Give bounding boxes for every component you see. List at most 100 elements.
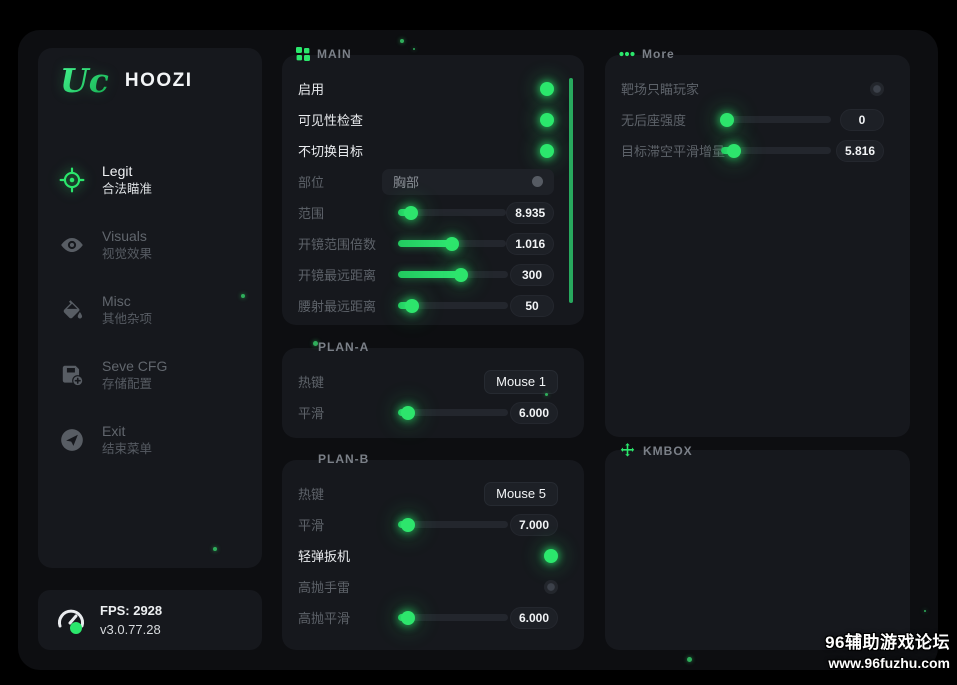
particle-dot — [400, 39, 404, 43]
send-icon — [59, 427, 85, 453]
row-label: 平滑 — [298, 406, 325, 421]
sidebar-item-savecfg[interactable]: Seve CFG 存储配置 — [38, 342, 262, 407]
row-label: 可见性检查 — [298, 113, 364, 128]
panel-plan-b-header: PLAN-B — [318, 452, 369, 466]
row-toggle: 高抛手雷 — [298, 571, 558, 602]
slider-value: 300 — [510, 263, 554, 286]
toggle-off[interactable] — [870, 81, 884, 96]
select-box[interactable]: 胸部 — [382, 168, 554, 195]
slider-handle[interactable] — [400, 610, 415, 625]
crosshair-icon — [59, 167, 85, 193]
move-arrows-icon — [620, 443, 635, 457]
panel-main: MAIN 启用 可见性检查 不切换目标 部位 胸部 范围 8.935 开镜范围倍数 1.016 开… — [282, 47, 584, 325]
panel-plan-b: PLAN-B 热键 Mouse 5 平滑 7.000 轻弹扳机 高抛手雷 高抛平滑 6.000 — [282, 452, 584, 650]
toggle-off[interactable] — [544, 579, 558, 594]
keybind-value[interactable]: Mouse 5 — [484, 481, 558, 506]
row-toggle: 轻弹扳机 — [298, 540, 558, 571]
slider-value: 6.000 — [509, 401, 558, 424]
row-toggle: 可见性检查 — [298, 104, 554, 135]
row-keybind: 热键 Mouse 1 — [298, 366, 558, 397]
panel-title: KMBOX — [643, 443, 693, 458]
gauge-icon — [55, 605, 87, 635]
toggle-on[interactable] — [544, 548, 558, 563]
slider-value: 50 — [510, 294, 554, 317]
scrollbar[interactable] — [569, 78, 573, 303]
row-label: 开镜最远距离 — [298, 268, 377, 283]
slider-track[interactable] — [398, 298, 508, 313]
panel-kmbox: KMBOX — [605, 443, 910, 650]
select-indicator-dot — [532, 176, 543, 187]
slider-handle[interactable] — [400, 517, 415, 532]
slider-track[interactable] — [398, 517, 508, 532]
keybind-value[interactable]: Mouse 1 — [484, 369, 558, 394]
select-value: 胸部 — [393, 175, 420, 190]
sidebar-item-sublabel: 视觉效果 — [102, 246, 153, 261]
slider-track[interactable] — [398, 405, 508, 420]
row-label: 热键 — [298, 375, 325, 390]
plan-b-rows: 热键 Mouse 5 平滑 7.000 轻弹扳机 高抛手雷 高抛平滑 6.000 — [282, 460, 584, 633]
slider-handle[interactable] — [453, 267, 468, 282]
row-toggle: 启用 — [298, 73, 554, 104]
more-rows: 靶场只瞄玩家无后座强度 0 目标滞空平滑增量 5.816 — [605, 55, 910, 166]
row-slider: 范围 8.935 — [298, 197, 554, 228]
app-title: HOOZI — [124, 69, 193, 91]
slider-track[interactable] — [398, 267, 508, 282]
row-label: 目标滞空平滑增量 — [621, 144, 726, 159]
slider-track[interactable] — [721, 143, 831, 158]
particle-dot — [313, 341, 318, 346]
slider-value: 7.000 — [509, 513, 558, 536]
version-value: v3.0.77.28 — [100, 622, 161, 637]
panel-kmbox-header: KMBOX — [619, 442, 693, 459]
toggle-on[interactable] — [540, 112, 554, 127]
slider-track[interactable] — [398, 610, 508, 625]
sidebar-item-exit[interactable]: Exit 结束菜单 — [38, 407, 262, 472]
sidebar-menu: Legit 合法瞄准 Visuals 视觉效果 Misc 其他杂项 Seve CFG 存储配置… — [38, 147, 262, 472]
row-slider: 平滑 7.000 — [298, 509, 558, 540]
slider-handle[interactable] — [719, 112, 734, 127]
eye-icon — [59, 232, 85, 258]
slider-track[interactable] — [719, 112, 831, 127]
sidebar-item-sublabel: 结束菜单 — [102, 441, 153, 456]
slider-handle[interactable] — [404, 205, 418, 220]
sidebar-item-sublabel: 其他杂项 — [102, 311, 153, 326]
sidebar-item-legit[interactable]: Legit 合法瞄准 — [38, 147, 262, 212]
sidebar-item-sublabel: 合法瞄准 — [102, 181, 153, 196]
slider-handle[interactable] — [445, 236, 460, 251]
slider-value: 8.935 — [506, 201, 554, 224]
toggle-on[interactable] — [540, 143, 554, 158]
row-toggle: 不切换目标 — [298, 135, 554, 166]
paint-bucket-icon — [59, 297, 85, 323]
panel-main-header: MAIN — [296, 47, 352, 61]
slider-value: 6.000 — [509, 606, 558, 629]
slider-handle[interactable] — [405, 298, 420, 313]
slider-fill — [398, 271, 461, 278]
brand-logo-icon: Uc — [60, 61, 109, 100]
row-slider: 腰射最远距离 50 — [298, 290, 554, 321]
sidebar-item-misc[interactable]: Misc 其他杂项 — [38, 277, 262, 342]
logo-row: Uc HOOZI — [38, 48, 262, 97]
particle-dot — [413, 48, 415, 50]
row-label: 无后座强度 — [621, 113, 687, 128]
particle-dot — [545, 393, 548, 396]
panel-title: More — [642, 47, 675, 61]
row-label: 轻弹扳机 — [298, 549, 351, 564]
row-slider: 目标滞空平滑增量 5.816 — [621, 135, 884, 166]
row-label: 靶场只瞄玩家 — [621, 82, 700, 97]
row-toggle: 靶场只瞄玩家 — [621, 73, 884, 104]
slider-handle[interactable] — [400, 405, 415, 420]
slider-track[interactable] — [398, 205, 507, 220]
app-window: Uc HOOZI Legit 合法瞄准 Visuals 视觉效果 Misc 其他杂项 Sev… — [18, 30, 938, 670]
slider-value: 1.016 — [506, 232, 554, 255]
row-keybind: 热键 Mouse 5 — [298, 478, 558, 509]
toggle-on[interactable] — [540, 81, 554, 96]
grid-icon — [296, 47, 310, 61]
slider-handle[interactable] — [727, 143, 742, 158]
sidebar-item-visuals[interactable]: Visuals 视觉效果 — [38, 212, 262, 277]
watermark: 96辅助游戏论坛 www.96fuzhu.com — [825, 628, 950, 671]
particle-dot — [924, 610, 926, 612]
row-label: 启用 — [298, 82, 325, 97]
particle-dot — [213, 547, 217, 551]
slider-track[interactable] — [398, 236, 507, 251]
row-slider: 无后座强度 0 — [621, 104, 884, 135]
